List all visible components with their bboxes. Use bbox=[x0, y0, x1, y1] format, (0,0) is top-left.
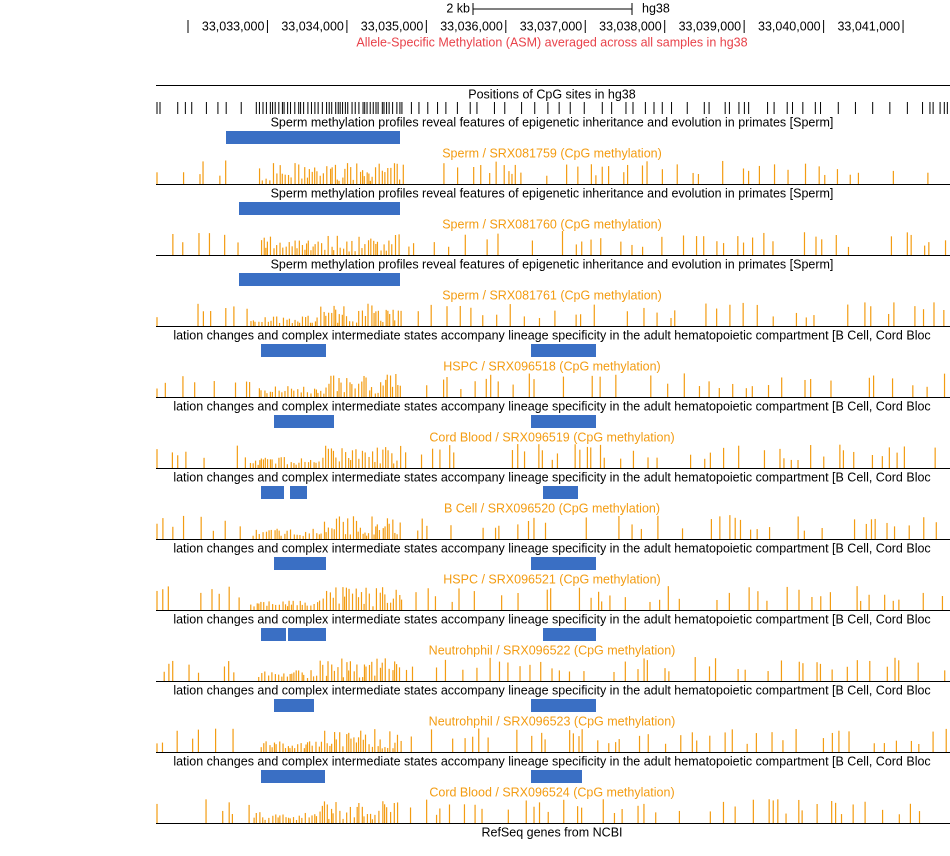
track-title: lation changes and complex intermediate … bbox=[173, 683, 930, 697]
region-box bbox=[239, 202, 400, 215]
ruler-label: 33,035,000 bbox=[361, 19, 424, 33]
region-box bbox=[261, 628, 286, 641]
scale-label: 2 kb bbox=[446, 1, 470, 15]
region-box bbox=[261, 770, 325, 783]
ruler-label: 33,033,000 bbox=[202, 19, 265, 33]
track-title: lation changes and complex intermediate … bbox=[173, 754, 930, 768]
region-box bbox=[274, 699, 314, 712]
ruler-label: 33,037,000 bbox=[520, 19, 583, 33]
region-box bbox=[531, 557, 596, 570]
region-box bbox=[543, 628, 596, 641]
region-box bbox=[239, 273, 400, 286]
region-box bbox=[543, 486, 578, 499]
track-title: lation changes and complex intermediate … bbox=[173, 470, 930, 484]
asm-title: Allele-Specific Methylation (ASM) averag… bbox=[356, 35, 747, 49]
track-label: Cord Blood / SRX096519 (CpG methylation) bbox=[429, 430, 674, 444]
ruler-label: 33,034,000 bbox=[281, 19, 344, 33]
region-box bbox=[274, 415, 334, 428]
track-label: B Cell / SRX096520 (CpG methylation) bbox=[444, 501, 660, 515]
region-box bbox=[531, 415, 596, 428]
track-title: Sperm methylation profiles reveal featur… bbox=[271, 186, 834, 200]
region-box bbox=[288, 628, 326, 641]
region-box bbox=[531, 770, 582, 783]
region-box bbox=[274, 557, 326, 570]
track-label: Sperm / SRX081761 (CpG methylation) bbox=[442, 288, 662, 302]
ruler-label: 33,038,000 bbox=[599, 19, 662, 33]
track-title: Sperm methylation profiles reveal featur… bbox=[271, 115, 834, 129]
track-title: lation changes and complex intermediate … bbox=[173, 399, 930, 413]
track-title: Sperm methylation profiles reveal featur… bbox=[271, 257, 834, 271]
track-label: Neutrohphil / SRX096522 (CpG methylation… bbox=[429, 643, 676, 657]
refseq-title: RefSeq genes from NCBI bbox=[481, 825, 622, 839]
ruler-label: 33,036,000 bbox=[440, 19, 503, 33]
region-box bbox=[531, 699, 596, 712]
assembly-label: hg38 bbox=[642, 1, 670, 15]
region-box bbox=[290, 486, 307, 499]
track-label: Cord Blood / SRX096524 (CpG methylation) bbox=[429, 785, 674, 799]
region-box bbox=[531, 344, 596, 357]
ruler-label: 33,040,000 bbox=[758, 19, 821, 33]
track-title: lation changes and complex intermediate … bbox=[173, 328, 930, 342]
track-label: Neutrohphil / SRX096523 (CpG methylation… bbox=[429, 714, 676, 728]
region-box bbox=[226, 131, 400, 144]
region-box bbox=[261, 344, 326, 357]
ruler-label: 33,039,000 bbox=[679, 19, 742, 33]
track-label: Sperm / SRX081759 (CpG methylation) bbox=[442, 146, 662, 160]
track-title: lation changes and complex intermediate … bbox=[173, 612, 930, 626]
region-box bbox=[261, 486, 284, 499]
track-label: HSPC / SRX096521 (CpG methylation) bbox=[443, 572, 660, 586]
ruler-label: 33,041,000 bbox=[837, 19, 900, 33]
track-title: lation changes and complex intermediate … bbox=[173, 541, 930, 555]
cpg-title: Positions of CpG sites in hg38 bbox=[468, 87, 635, 101]
track-label: Sperm / SRX081760 (CpG methylation) bbox=[442, 217, 662, 231]
track-label: HSPC / SRX096518 (CpG methylation) bbox=[443, 359, 660, 373]
